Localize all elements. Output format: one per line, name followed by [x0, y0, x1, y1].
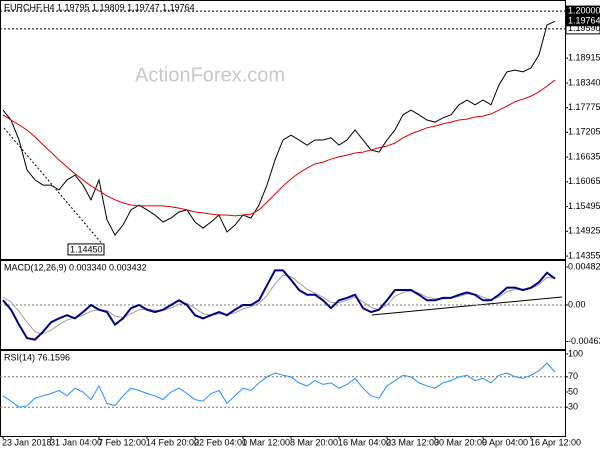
x-tick-label: 16 Mar 04:00 [338, 437, 391, 447]
panel-title: MACD(12,26,9) 0.003340 0.003432 [4, 262, 147, 272]
y-tick-label: 1.18915 [568, 53, 600, 63]
x-tick-label: 7 Feb 12:00 [98, 437, 146, 447]
x-tick-label: 31 Jan 04:00 [50, 437, 102, 447]
x-tick-label: 14 Feb 20:00 [146, 437, 199, 447]
last-price-label: 1.19764 [568, 16, 600, 26]
series-line [2, 362, 556, 408]
series-line [2, 79, 556, 217]
x-tick-label: 16 Apr 12:00 [530, 437, 581, 447]
y-tick-label: 70 [568, 371, 578, 381]
x-tick-label: 8 Mar 20:00 [290, 437, 338, 447]
y-tick-label: 1.17205 [568, 127, 600, 137]
x-tick-label: 30 Mar 20:00 [434, 437, 487, 447]
y-tick-label: 1.16065 [568, 176, 600, 186]
y-tick-label: -0.004632 [568, 336, 600, 346]
trend-line [371, 296, 563, 316]
x-tick-label: 9 Apr 04:00 [482, 437, 528, 447]
y-tick-label: 1.17775 [568, 102, 600, 112]
y-tick-label: 1.14925 [568, 226, 600, 236]
low-label: 1.14450 [70, 244, 103, 254]
panel-title: EURCHF,H4 1.19795 1.19809 1.19747 1.1976… [4, 2, 195, 12]
y-tick-label: 0.004827 [568, 261, 600, 271]
y-tick-label: 1.18340 [568, 77, 600, 87]
series-line [2, 20, 556, 236]
panel-frame [0, 350, 566, 437]
y-tick-label: 50 [568, 386, 578, 396]
y-tick-label: 0.00 [568, 299, 586, 309]
price-box [565, 5, 600, 17]
y-tick-label: 1.16635 [568, 151, 600, 161]
x-tick-label: 23 Jan 2018 [2, 437, 52, 447]
panel-title: RSI(14) 76.1596 [4, 352, 70, 362]
series-line [2, 274, 556, 335]
x-tick-label: 23 Mar 12:00 [386, 437, 439, 447]
watermark: ActionForex.com [135, 64, 285, 86]
series-line [2, 269, 556, 341]
price-box-label: 1.19590 [568, 23, 600, 33]
y-tick-label: 1.14355 [568, 250, 600, 260]
y-tick-label: 30 [568, 402, 578, 412]
y-tick-label: 100 [568, 348, 583, 358]
x-tick-label: 1 Mar 12:00 [242, 437, 290, 447]
panel-frame [0, 0, 566, 260]
y-tick-label: 1.15495 [568, 201, 600, 211]
price-box-label: 1.20000 [568, 5, 600, 15]
x-tick-label: 22 Feb 04:00 [194, 437, 247, 447]
last-price-box [566, 16, 600, 27]
low-box [67, 243, 105, 256]
